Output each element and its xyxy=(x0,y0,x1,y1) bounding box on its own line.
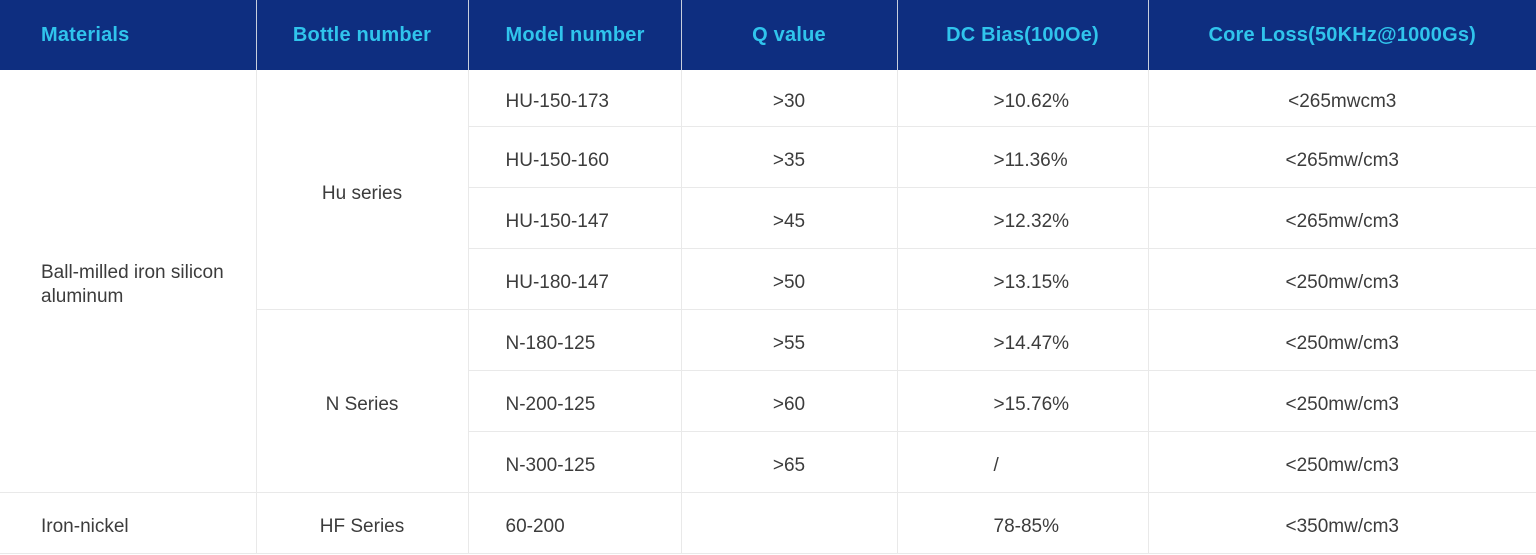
column-header-materials: Materials xyxy=(0,0,257,70)
cell-q: >50 xyxy=(681,248,898,310)
cell-dc_bias: >15.76% xyxy=(897,370,1149,432)
cell-core_loss: <265mw/cm3 xyxy=(1148,187,1536,249)
table-row: N Series N-180-125 >55 >14.47% <250mw/cm3 xyxy=(0,309,1536,493)
cell-model: N-300-125 xyxy=(468,431,682,493)
cell-model: HU-150-147 xyxy=(468,187,682,249)
table-body: Ball-milled iron silicon aluminum Hu seri… xyxy=(0,70,1536,554)
table-row: N-300-125 >65/<250mw/cm3 xyxy=(0,431,1536,493)
cell-core_loss: <350mw/cm3 xyxy=(1148,492,1536,554)
cell-dc_bias: / xyxy=(897,431,1149,493)
cell-core_loss: <250mw/cm3 xyxy=(1148,431,1536,493)
column-header-model: Model number xyxy=(468,0,682,70)
cell-q xyxy=(681,492,898,554)
cell-model: HU-180-147 xyxy=(468,248,682,310)
cell-materials: Ball-milled iron silicon aluminum xyxy=(0,70,257,493)
cell-model: N-200-125 xyxy=(468,370,682,432)
table-row: HU-180-147 >50 >13.15% <250mw/cm3 xyxy=(0,248,1536,310)
cell-materials: Iron-nickel xyxy=(0,492,257,554)
cell-bottle: N Series xyxy=(256,309,469,493)
table-row: Ball-milled iron silicon aluminum Hu seri… xyxy=(0,70,1536,493)
cell-q: >35 xyxy=(681,126,898,188)
cell-bottle: Hu series xyxy=(256,70,469,310)
cell-q: >55 xyxy=(681,309,898,371)
cell-model: 60-200 xyxy=(468,492,682,554)
cell-bottle: HF Series xyxy=(256,492,469,554)
cell-model: HU-150-173 xyxy=(468,70,682,127)
table-row: HU-150-160 >35 >11.36% <265mw/cm3 xyxy=(0,126,1536,188)
cell-model: N-180-125 xyxy=(468,309,682,371)
cell-dc_bias: >12.32% xyxy=(897,187,1149,249)
cell-core_loss: <250mw/cm3 xyxy=(1148,309,1536,371)
cell-model: HU-150-160 xyxy=(468,126,682,188)
cell-dc_bias: >11.36% xyxy=(897,126,1149,188)
column-header-q: Q value xyxy=(681,0,898,70)
cell-core_loss: <265mw/cm3 xyxy=(1148,126,1536,188)
cell-q: >60 xyxy=(681,370,898,432)
cell-q: >65 xyxy=(681,431,898,493)
column-header-dc_bias: DC Bias(100Oe) xyxy=(897,0,1149,70)
cell-q: >45 xyxy=(681,187,898,249)
cell-dc_bias: >14.47% xyxy=(897,309,1149,371)
column-header-bottle: Bottle number xyxy=(256,0,469,70)
table-row: N-200-125 >60 >15.76% <250mw/cm3 xyxy=(0,370,1536,432)
cell-dc_bias: >13.15% xyxy=(897,248,1149,310)
table-row: HU-150-147 >45 >12.32% <265mw/cm3 xyxy=(0,187,1536,249)
cell-dc_bias: >10.62% xyxy=(897,70,1149,127)
column-header-core_loss: Core Loss(50KHz@1000Gs) xyxy=(1148,0,1536,70)
cell-q: >30 xyxy=(681,70,898,127)
cell-core_loss: <250mw/cm3 xyxy=(1148,370,1536,432)
header-row: Materials Bottle number Model number Q valu… xyxy=(0,0,1536,70)
cell-dc_bias: 78-85% xyxy=(897,492,1149,554)
table-row: Iron-nickel HF Series 60-200 78-85% <350mw/c… xyxy=(0,492,1536,554)
cell-core_loss: <250mw/cm3 xyxy=(1148,248,1536,310)
cell-core_loss: <265mwcm3 xyxy=(1148,70,1536,127)
